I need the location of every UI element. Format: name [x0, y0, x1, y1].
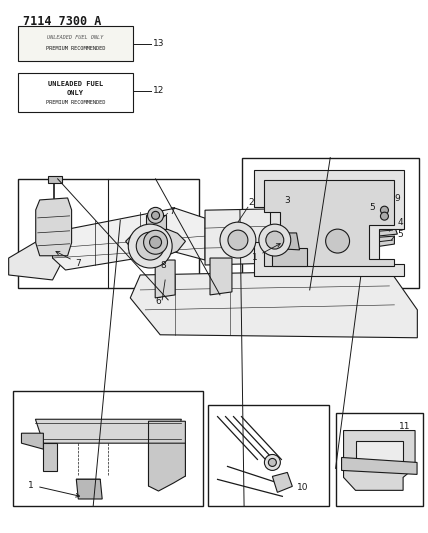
Circle shape — [152, 212, 160, 220]
Text: 9: 9 — [395, 193, 400, 203]
Text: 5: 5 — [398, 230, 403, 239]
Circle shape — [136, 232, 164, 260]
Polygon shape — [36, 198, 71, 256]
Polygon shape — [342, 457, 417, 474]
Circle shape — [220, 222, 256, 258]
Polygon shape — [21, 433, 43, 449]
Text: 11: 11 — [399, 422, 410, 431]
Text: 7: 7 — [169, 207, 175, 216]
Polygon shape — [76, 479, 102, 499]
Polygon shape — [9, 232, 65, 280]
Polygon shape — [254, 169, 404, 276]
Bar — [336, 413, 423, 506]
Polygon shape — [368, 226, 398, 237]
Text: PREMIUM RECOMMENDED: PREMIUM RECOMMENDED — [46, 46, 105, 51]
Circle shape — [128, 224, 172, 268]
Text: UNLEADED FUEL ONLY: UNLEADED FUEL ONLY — [47, 35, 104, 40]
Polygon shape — [368, 208, 392, 222]
Text: 2: 2 — [248, 198, 253, 207]
Circle shape — [380, 212, 389, 220]
Text: 1: 1 — [252, 244, 280, 262]
Text: 5: 5 — [369, 203, 374, 212]
Bar — [14, 391, 203, 506]
Polygon shape — [53, 208, 205, 270]
Text: 6: 6 — [155, 297, 161, 306]
Polygon shape — [272, 248, 306, 266]
Circle shape — [148, 207, 163, 223]
Circle shape — [143, 230, 167, 254]
Polygon shape — [126, 229, 185, 255]
Polygon shape — [356, 440, 403, 467]
Text: 13: 13 — [153, 39, 164, 48]
Text: UNLEADED FUEL: UNLEADED FUEL — [48, 80, 103, 87]
Bar — [18, 72, 133, 112]
Circle shape — [268, 458, 276, 466]
Polygon shape — [43, 443, 57, 471]
Bar — [242, 158, 419, 288]
Polygon shape — [368, 236, 395, 248]
Polygon shape — [48, 176, 62, 183]
Polygon shape — [130, 270, 417, 338]
Text: 8: 8 — [160, 261, 166, 270]
Polygon shape — [344, 431, 415, 490]
Circle shape — [228, 230, 248, 250]
Text: 10: 10 — [297, 483, 309, 492]
Bar — [18, 179, 199, 288]
Polygon shape — [146, 215, 166, 229]
Polygon shape — [264, 233, 300, 250]
Text: 7: 7 — [56, 252, 81, 268]
Text: 3: 3 — [285, 196, 291, 205]
Bar — [208, 405, 329, 506]
Text: PREMIUM RECOMMENDED: PREMIUM RECOMMENDED — [46, 100, 105, 105]
Circle shape — [380, 206, 389, 214]
Circle shape — [259, 224, 291, 256]
Circle shape — [266, 231, 284, 249]
Polygon shape — [155, 260, 175, 298]
Polygon shape — [318, 222, 357, 260]
Polygon shape — [205, 208, 315, 265]
Text: ONLY: ONLY — [67, 90, 84, 95]
Text: 4: 4 — [398, 217, 403, 227]
Polygon shape — [264, 180, 394, 266]
Polygon shape — [310, 215, 368, 268]
Circle shape — [265, 455, 280, 471]
Text: 1: 1 — [28, 481, 80, 497]
Polygon shape — [210, 258, 232, 295]
Polygon shape — [272, 472, 292, 492]
Polygon shape — [149, 421, 185, 486]
Polygon shape — [149, 443, 185, 491]
Circle shape — [326, 229, 350, 253]
Circle shape — [149, 236, 161, 248]
Text: 12: 12 — [153, 86, 164, 95]
Polygon shape — [36, 419, 181, 443]
Bar — [18, 26, 133, 61]
Text: 7114 7300 A: 7114 7300 A — [23, 15, 101, 28]
